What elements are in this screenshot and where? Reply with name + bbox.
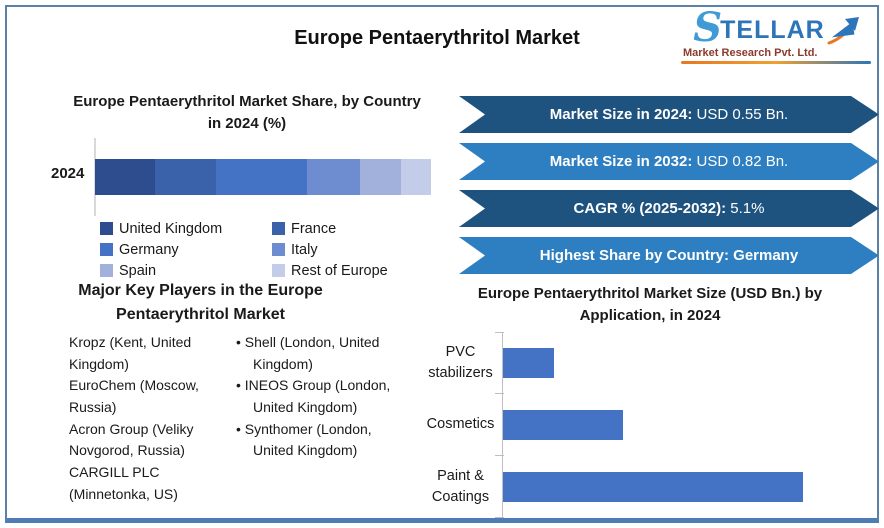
legend-item-2: Germany [100,240,272,260]
axis-tick [495,331,504,333]
bar-segment-4 [360,158,401,195]
banner-label: Market Size in 2032: [549,153,693,170]
country-share-chart: Europe Pentaerythritol Market Share, by … [47,91,447,281]
category-label: Cosmetics [426,416,495,433]
key-players-title: Major Key Players in the Europe Pentaery… [78,282,323,323]
legend-item-0: United Kingdom [100,219,272,239]
legend-swatch-icon [100,243,113,256]
legend-swatch-icon [272,222,285,235]
y-axis-category-label: 2024 [51,164,85,182]
banner-value: 5.1% [726,200,765,217]
page-title: Europe Pentaerythritol Market [294,27,580,49]
legend-swatch-icon [100,222,113,235]
stat-banner-3: Highest Share by Country: Germany [459,237,879,274]
logo-underline [681,61,871,64]
legend-item-5: Rest of Europe [272,261,447,281]
growth-arrow-icon [827,17,859,45]
app-bar [503,347,554,378]
chart-legend: United Kingdom France Germany Italy Spain Res… [100,219,447,281]
bar-track [502,331,878,394]
stacked-bar [95,158,431,195]
axis-tick [495,454,504,456]
legend-label: Germany [119,241,179,258]
bar-track [502,393,878,456]
banner-label: Highest Share by Country: Germany [539,247,799,264]
application-chart-title: Europe Pentaerythritol Market Size (USD … [477,285,823,324]
y-axis-line [94,137,96,216]
legend-label: United Kingdom [119,220,223,237]
legend-label: Spain [119,262,157,279]
list-item: CARGILL PLC (Minnetonka, US) [69,464,178,502]
bar-track [502,455,878,518]
country-share-chart-title: Europe Pentaerythritol Market Share, by … [73,93,421,132]
logo-subtitle: Market Research Pvt. Ltd. [683,47,818,59]
stellar-logo: S TELLAR Market Research Pvt. Ltd. [675,4,879,77]
list-item: INEOS Group (London, United Kingdom) [223,375,413,418]
list-item: Acron Group (Veliky Novgorod, Russia) [69,420,194,459]
axis-tick [495,516,504,518]
bar-segment-1 [155,158,216,195]
category-label: Paint & Coatings [431,468,490,505]
country-share-plot: 2024 [47,137,447,216]
bar-segment-3 [306,158,361,195]
application-chart-plot: PVC stabilizers Cosmetics Paint & Coatings [422,331,878,518]
infographic-frame: Europe Pentaerythritol Market S TELLAR M… [5,5,879,523]
stat-banner-2: CAGR % (2025-2032): 5.1% [459,190,879,227]
application-size-chart: Europe Pentaerythritol Market Size (USD … [422,283,878,518]
stat-banner-1: Market Size in 2032: USD 0.82 Bn. [459,143,879,180]
legend-swatch-icon [272,243,285,256]
bar-segment-5 [400,158,431,195]
banner-label: CAGR % (2025-2032): [573,200,727,217]
legend-item-4: Spain [100,261,272,281]
legend-label: Rest of Europe [291,262,388,279]
app-bar-row-1: Cosmetics [422,393,878,456]
app-bar [503,409,623,440]
stat-banner-0: Market Size in 2024: USD 0.55 Bn. [459,96,879,133]
key-players-section: Major Key Players in the Europe Pentaery… [47,279,447,506]
axis-tick [495,392,504,394]
banner-label: Market Size in 2024: [549,106,693,123]
banner-value: USD 0.82 Bn. [692,153,789,170]
key-players-column-1: Kropz (Kent, United Kingdom) EuroChem (Mo… [69,332,209,506]
logo-wordmark: S TELLAR [675,4,879,51]
legend-item-1: France [272,219,447,239]
list-item: EuroChem (Moscow, Russia) [69,377,199,416]
legend-item-3: Italy [272,240,447,260]
list-item: Kropz (Kent, United Kingdom) [69,334,192,372]
category-label: PVC stabilizers [428,344,493,381]
list-item: Shell (London, United Kingdom) [223,332,413,375]
app-bar-row-0: PVC stabilizers [422,331,878,394]
legend-label: France [291,220,337,237]
legend-swatch-icon [100,264,113,277]
legend-label: Italy [291,241,318,258]
legend-swatch-icon [272,264,285,277]
logo-s-glyph: S [693,4,723,51]
key-players-column-2: Shell (London, United Kingdom)INEOS Grou… [223,332,413,506]
stat-banners: Market Size in 2024: USD 0.55 Bn. Market … [459,96,879,284]
list-item: Synthomer (London, United Kingdom) [223,419,413,462]
logo-brand-text: TELLAR [720,16,825,44]
banner-value: USD 0.55 Bn. [692,106,789,123]
bar-segment-2 [215,158,307,195]
app-bar [503,471,803,502]
bar-segment-0 [95,158,156,195]
app-bar-row-2: Paint & Coatings [422,455,878,518]
